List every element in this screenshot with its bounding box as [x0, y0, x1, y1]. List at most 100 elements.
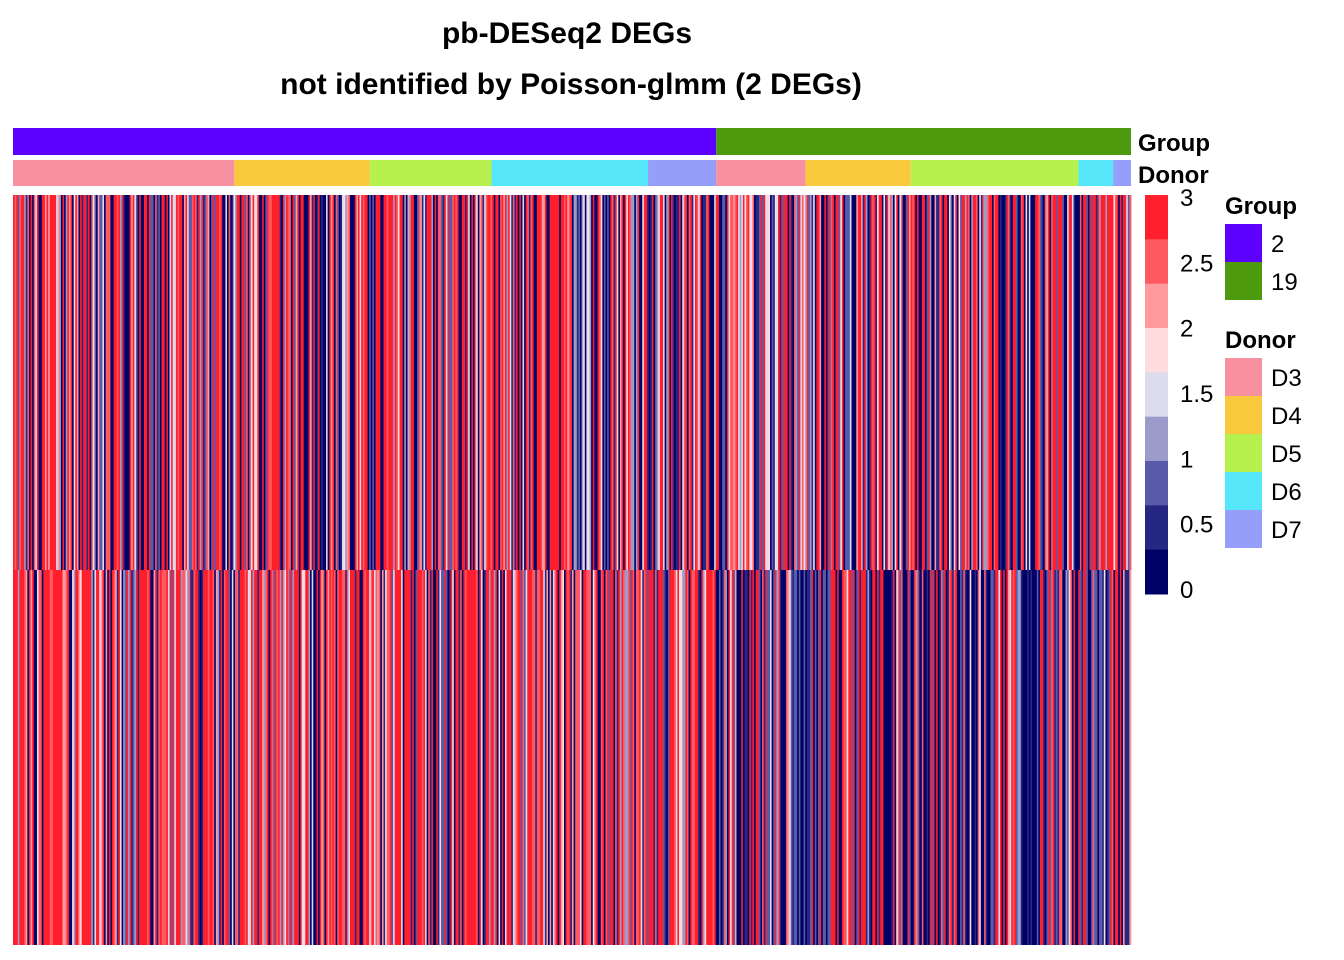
heatmap-cell: [121, 570, 124, 945]
heatmap-cell: [710, 195, 713, 570]
heatmap-cell: [680, 570, 683, 945]
heatmap-cell: [250, 570, 253, 945]
heatmap-cell: [1126, 195, 1129, 570]
heatmap-cell: [813, 195, 816, 570]
heatmap-cell: [536, 570, 539, 945]
heatmap-cell: [859, 570, 862, 945]
heatmap-cell: [351, 570, 354, 945]
heatmap-cell: [715, 570, 718, 945]
heatmap-cell: [1047, 570, 1050, 945]
heatmap-cell: [1126, 570, 1129, 945]
heatmap-cell: [739, 195, 742, 570]
heatmap-cell: [728, 570, 731, 945]
heatmap-cell: [611, 195, 614, 570]
heatmap-cell: [51, 195, 54, 570]
heatmap-cell: [800, 570, 803, 945]
heatmap-cell: [1031, 195, 1034, 570]
heatmap-cell: [789, 570, 792, 945]
heatmap-cell: [274, 195, 277, 570]
group-legend: Group 2 19: [1225, 193, 1298, 300]
donor-segment-D4: [234, 160, 370, 186]
heatmap-cell: [532, 195, 535, 570]
heatmap-cell: [816, 195, 819, 570]
heatmap-cell: [757, 570, 760, 945]
heatmap-cell: [410, 195, 413, 570]
heatmap-cell: [608, 570, 611, 945]
heatmap-cell: [640, 195, 643, 570]
donor-legend-label-D4: D4: [1271, 403, 1302, 430]
heatmap-cell: [929, 570, 932, 945]
heatmap-cell: [918, 570, 921, 945]
heatmap-cell: [643, 195, 646, 570]
heatmap-cell: [865, 195, 868, 570]
heatmap-cell: [48, 570, 51, 945]
heatmap-cell: [984, 570, 987, 945]
heatmap-cell: [1022, 570, 1025, 945]
heatmap-cell: [359, 570, 362, 945]
heatmap-cell: [872, 195, 875, 570]
heatmap-cell: [797, 195, 800, 570]
heatmap-cell: [977, 570, 980, 945]
heatmap-cell: [993, 570, 996, 945]
heatmap-cell: [699, 570, 702, 945]
heatmap-cell: [171, 570, 174, 945]
heatmap-cell: [16, 195, 19, 570]
heatmap-cell: [306, 570, 309, 945]
donor-segment-D4: [805, 160, 911, 186]
donor-legend-swatch-D3: [1225, 358, 1262, 396]
heatmap-cell: [554, 195, 557, 570]
heatmap-cell: [297, 195, 300, 570]
heatmap-cell: [343, 570, 346, 945]
heatmap-cell: [163, 570, 166, 945]
heatmap-cell: [718, 195, 721, 570]
heatmap-cell: [669, 570, 672, 945]
heatmap-cell: [1123, 195, 1126, 570]
heatmap-cell: [319, 195, 322, 570]
heatmap-cell: [477, 570, 480, 945]
heatmap-cell: [126, 570, 129, 945]
heatmap-cell: [738, 570, 741, 945]
heatmap-cell: [840, 570, 843, 945]
heatmap-cell: [570, 570, 573, 945]
heatmap-cell: [701, 570, 704, 945]
heatmap-cell: [394, 195, 397, 570]
heatmap-cell: [928, 195, 931, 570]
heatmap-cell: [1038, 570, 1041, 945]
heatmap-cell: [158, 570, 161, 945]
heatmap-cell: [1039, 570, 1042, 945]
heatmap-cell: [947, 195, 950, 570]
heatmap-cell: [787, 195, 790, 570]
heatmap-cell: [782, 195, 785, 570]
heatmap-cell: [1083, 195, 1086, 570]
heatmap-cell: [413, 195, 416, 570]
heatmap-cell: [388, 570, 391, 945]
heatmap-cell: [786, 570, 789, 945]
heatmap-cell: [878, 195, 881, 570]
heatmap-cell: [230, 195, 233, 570]
heatmap-cell: [744, 570, 747, 945]
heatmap-cell: [263, 570, 266, 945]
heatmap-cell: [1124, 195, 1127, 570]
heatmap-cell: [25, 570, 28, 945]
heatmap-cell: [1070, 195, 1073, 570]
heatmap-cell: [722, 570, 725, 945]
heatmap-cell: [709, 570, 712, 945]
heatmap-cell: [1011, 570, 1014, 945]
heatmap-cell: [115, 195, 118, 570]
heatmap-cell: [51, 570, 54, 945]
heatmap-cell: [474, 195, 477, 570]
heatmap-cell: [683, 570, 686, 945]
heatmap-cell: [956, 570, 959, 945]
heatmap-cell: [603, 195, 606, 570]
heatmap-cell: [838, 195, 841, 570]
heatmap-cell: [881, 195, 884, 570]
heatmap-cell: [821, 195, 824, 570]
heatmap-cell: [183, 195, 186, 570]
heatmap-cell: [613, 195, 616, 570]
heatmap-cell: [645, 195, 648, 570]
heatmap-cell: [813, 570, 816, 945]
heatmap-cell: [49, 195, 52, 570]
heatmap-cell: [490, 570, 493, 945]
heatmap-cell: [485, 570, 488, 945]
heatmap-cell: [600, 195, 603, 570]
